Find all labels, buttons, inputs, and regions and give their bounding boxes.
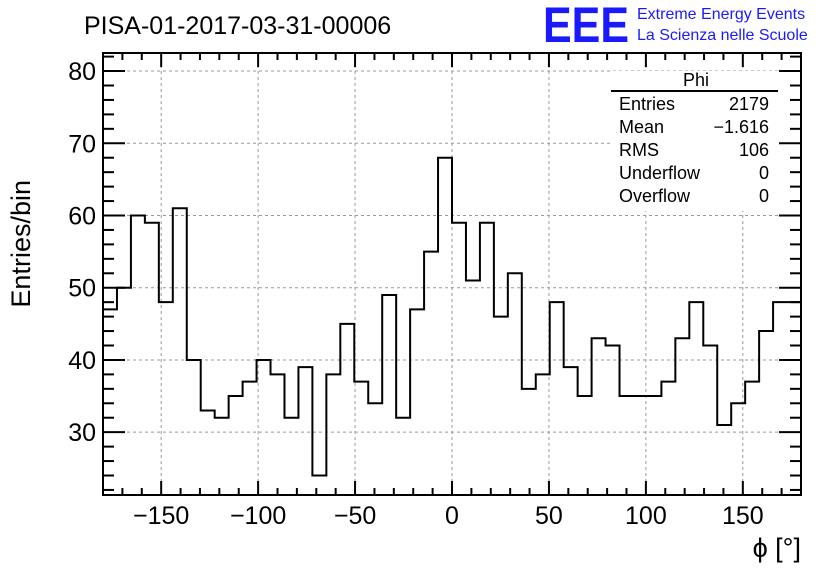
stats-label-entries: Entries bbox=[619, 94, 675, 114]
stats-title: Phi bbox=[683, 70, 709, 90]
x-tick-labels: −150 −100 −50 0 50 100 150 bbox=[133, 502, 764, 530]
grid bbox=[103, 53, 801, 495]
y-axis-label: Entries/bin bbox=[6, 180, 36, 308]
stats-value-mean: −1.616 bbox=[713, 117, 769, 137]
eee-logo-line2: La Scienza nelle Scuole bbox=[637, 27, 808, 44]
stats-box: Phi Entries 2179 Mean −1.616 RMS 106 Und… bbox=[611, 70, 778, 211]
x-tick-label: −100 bbox=[230, 502, 286, 530]
x-tick-label: 50 bbox=[535, 502, 563, 530]
x-tick-label: −150 bbox=[133, 502, 189, 530]
y-tick-label: 60 bbox=[68, 203, 96, 231]
stats-value-underflow: 0 bbox=[759, 163, 769, 183]
eee-logo-line1: Extreme Energy Events bbox=[637, 6, 805, 23]
x-axis-label: ϕ [°] bbox=[753, 533, 801, 563]
y-tick-label: 40 bbox=[68, 347, 96, 375]
y-tick-label: 80 bbox=[68, 58, 96, 86]
y-tick-label: 30 bbox=[68, 419, 96, 447]
x-tick-label: 100 bbox=[625, 502, 667, 530]
y-tick-label: 50 bbox=[68, 275, 96, 303]
stats-label-underflow: Underflow bbox=[619, 163, 701, 183]
stats-box-background bbox=[611, 71, 778, 211]
x-tick-label: −50 bbox=[334, 502, 376, 530]
y-tick-labels: 30 40 50 60 70 80 bbox=[68, 58, 96, 447]
stats-value-rms: 106 bbox=[739, 140, 769, 160]
x-tick-label: 150 bbox=[722, 502, 764, 530]
histogram-outline bbox=[103, 156, 801, 477]
eee-logo-mark: EEE bbox=[543, 0, 629, 53]
chart-title: PISA-01-2017-03-31-00006 bbox=[84, 12, 391, 40]
stats-label-mean: Mean bbox=[619, 117, 664, 137]
y-tick-label: 70 bbox=[68, 130, 96, 158]
stats-value-entries: 2179 bbox=[729, 94, 769, 114]
axis-ticks bbox=[102, 53, 802, 495]
stats-value-overflow: 0 bbox=[759, 186, 769, 206]
x-tick-label: 0 bbox=[445, 502, 459, 530]
stats-label-overflow: Overflow bbox=[619, 186, 691, 206]
eee-logo: EEE Extreme Energy Events La Scienza nel… bbox=[543, 0, 808, 53]
stats-label-rms: RMS bbox=[619, 140, 659, 160]
